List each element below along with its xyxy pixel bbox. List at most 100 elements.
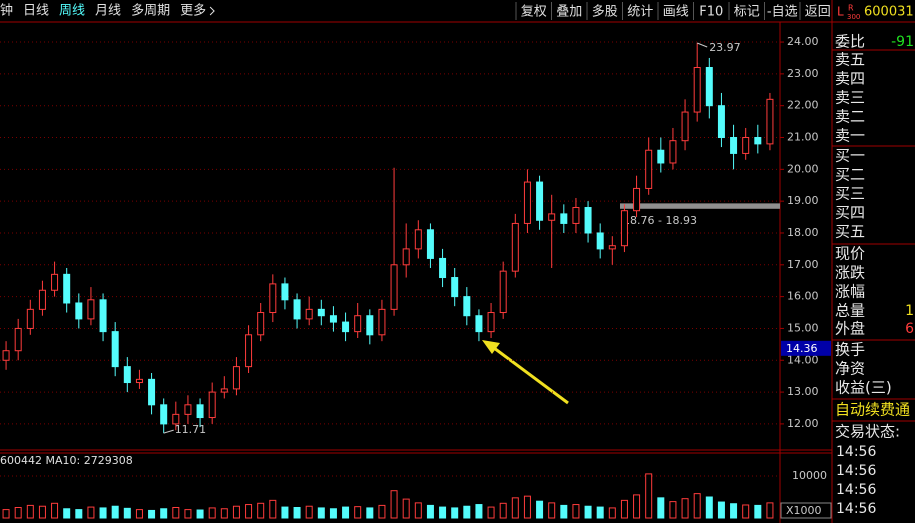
candle-body — [730, 137, 738, 154]
arrow — [489, 343, 569, 405]
volume-bar — [463, 505, 471, 519]
volume-bar — [63, 508, 71, 519]
period-tab[interactable]: 周线 — [59, 4, 85, 19]
quote-label: 涨幅 — [835, 283, 865, 301]
candle-body — [160, 404, 168, 425]
candle-body — [184, 404, 192, 415]
quote-label: 委比 — [835, 33, 865, 51]
candle-body — [414, 229, 422, 250]
volume-bar — [172, 507, 180, 519]
y-tick-label: 22.00 — [787, 99, 819, 112]
quote-label: 外盘 — [835, 320, 865, 338]
candle-body — [633, 187, 641, 212]
volume-bar — [366, 507, 374, 519]
candle-body — [717, 105, 725, 139]
period-tab[interactable]: 更多 — [180, 3, 206, 19]
range-band — [620, 203, 780, 209]
volume-bar — [184, 509, 192, 519]
volume-bar — [293, 507, 301, 519]
tool-button[interactable]: 复权 — [521, 4, 547, 20]
volume-bar — [681, 498, 689, 519]
tool-button[interactable]: 画线 — [663, 5, 689, 20]
candle-body — [596, 232, 604, 250]
last-price-box — [781, 340, 831, 356]
volume-bar — [220, 508, 228, 519]
volume-bar — [51, 502, 59, 519]
volume-bar — [572, 504, 580, 519]
candle-body — [705, 67, 713, 107]
candle-body — [378, 308, 386, 336]
y-tick-label: 15.00 — [787, 321, 819, 334]
tool-button[interactable]: 返回 — [805, 5, 831, 20]
candle-body — [232, 366, 240, 390]
volume-bar — [2, 509, 10, 519]
volume-unit-box — [780, 502, 832, 519]
tool-button[interactable]: 标记 — [734, 5, 760, 20]
candle-body — [220, 388, 228, 393]
candle-body — [499, 270, 507, 314]
quote-label: 总量 — [835, 302, 865, 320]
volume-bar — [269, 499, 277, 519]
volume-unit: X1000 — [786, 504, 822, 517]
y-tick-label: 21.00 — [787, 131, 819, 144]
quote-label: 买一 — [835, 147, 865, 165]
min-label: 11.71 — [175, 423, 207, 436]
volume-bar — [160, 508, 168, 519]
candle-body — [548, 213, 556, 221]
volume-bar — [414, 502, 422, 519]
candle-body — [281, 283, 289, 301]
code-prefix: L — [837, 5, 844, 19]
candle-body — [354, 315, 362, 333]
period-tab[interactable]: 多周期 — [131, 3, 170, 19]
volume-bar — [766, 502, 774, 519]
tool-button[interactable]: 统计 — [627, 5, 653, 20]
quote-label: 卖二 — [835, 108, 865, 126]
period-tab[interactable]: 日线 — [23, 4, 49, 19]
candle-body — [305, 308, 313, 320]
volume-bar — [26, 504, 34, 519]
candle-body — [390, 264, 398, 310]
candle-body — [402, 248, 410, 266]
volume-bar — [75, 509, 83, 519]
candle-body — [196, 404, 204, 419]
candle-body — [148, 378, 156, 406]
quote-label: 买四 — [835, 204, 865, 222]
quote-label: 卖三 — [835, 89, 865, 107]
volume-bar — [499, 502, 507, 519]
candle-body — [342, 321, 350, 333]
period-tab[interactable]: 月线 — [95, 4, 121, 19]
volume-bar — [281, 506, 289, 519]
candle-body — [208, 391, 216, 419]
quote-label: 买三 — [835, 185, 865, 203]
volume-bar — [451, 507, 459, 519]
volume-bar — [378, 504, 386, 519]
volume-bar — [123, 507, 131, 519]
volume-bar — [742, 504, 750, 519]
volume-bar — [754, 504, 762, 519]
volume-bar — [329, 508, 337, 519]
candle-body — [426, 229, 434, 259]
volume-bar — [354, 506, 362, 519]
quote-label: 卖一 — [835, 127, 865, 145]
period-tab[interactable]: 钟 — [0, 3, 13, 19]
candle-body — [511, 222, 519, 272]
volume-bar — [402, 498, 410, 519]
y-tick-label: 12.00 — [787, 417, 819, 430]
max-label: 23.97 — [709, 41, 741, 54]
volume-bar — [111, 505, 119, 519]
candle-body — [645, 149, 653, 189]
tool-button[interactable]: -自选 — [767, 5, 798, 20]
volume-bar — [426, 504, 434, 519]
tool-button[interactable]: F10 — [699, 5, 723, 20]
quote-label: 买二 — [835, 166, 865, 184]
range-band-label: 18.76 - 18.93 — [623, 214, 697, 227]
stock-code: 600031 — [864, 5, 914, 20]
service-label: 自动续费通 — [835, 401, 910, 419]
candle-body — [693, 67, 701, 113]
candle-body — [257, 312, 265, 336]
tool-button[interactable]: 多股 — [592, 4, 618, 20]
volume-bar — [717, 501, 725, 519]
tool-button[interactable]: 叠加 — [556, 5, 582, 20]
volume-bar — [523, 495, 531, 519]
